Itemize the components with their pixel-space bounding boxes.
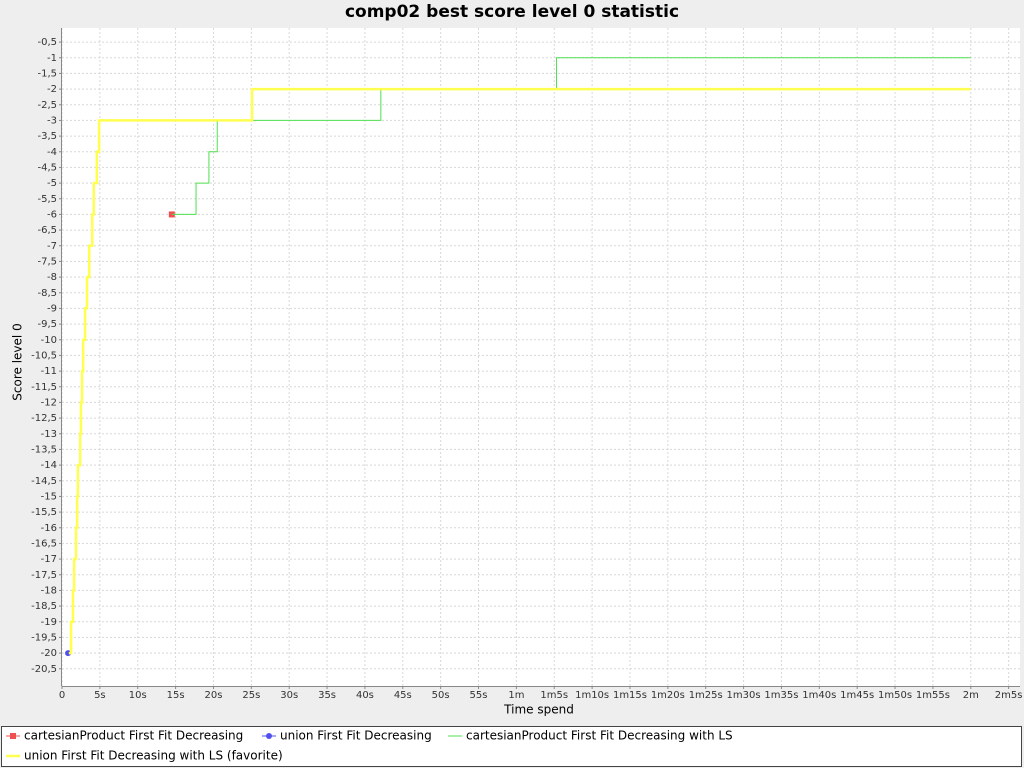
y-tick-label: -17,5 (31, 570, 57, 581)
y-tick-label: -3 (47, 115, 57, 126)
y-tick-label: -8 (47, 272, 57, 283)
x-tick-label: 1m30s (727, 690, 761, 701)
y-tick-label: -4 (47, 147, 57, 158)
y-tick-label: -1,5 (37, 68, 57, 79)
x-tick-label: 1m55s (916, 690, 950, 701)
series-line (171, 57, 971, 215)
y-tick-label: -19,5 (31, 632, 57, 643)
x-tick-label: 50s (432, 690, 450, 701)
x-tick-label: 1m (508, 690, 524, 701)
legend-label: union First Fit Decreasing with LS (favo… (24, 749, 283, 763)
legend-marker (10, 733, 16, 739)
x-tick-label: 55s (470, 690, 488, 701)
y-tick-label: -20,5 (31, 664, 57, 675)
y-tick-label: -6,5 (37, 225, 57, 236)
x-tick-label: 30s (280, 690, 298, 701)
legend-label: cartesianProduct First Fit Decreasing (24, 729, 243, 743)
x-tick-label: 15s (167, 690, 185, 701)
y-tick-label: -17 (41, 554, 57, 565)
y-axis-label: Score level 0 (11, 323, 25, 400)
x-tick-label: 1m15s (613, 690, 647, 701)
legend-label: cartesianProduct First Fit Decreasing wi… (466, 729, 733, 743)
x-tick-label: 1m50s (878, 690, 912, 701)
x-tick-label: 35s (318, 690, 336, 701)
legend-label: union First Fit Decreasing (280, 729, 432, 743)
y-tick-label: -4,5 (37, 162, 57, 173)
y-tick-label: -13,5 (31, 444, 57, 455)
y-tick-label: -16,5 (31, 538, 57, 549)
x-tick-label: 1m10s (575, 690, 609, 701)
legend (1, 726, 1022, 767)
y-tick-label: -15 (41, 491, 57, 502)
y-tick-label: -13 (41, 429, 57, 440)
x-tick-label: 40s (356, 690, 374, 701)
x-tick-label: 10s (129, 690, 147, 701)
y-tick-label: -20 (41, 648, 57, 659)
y-tick-label: -1 (47, 53, 57, 64)
y-tick-label: -19 (41, 617, 57, 628)
x-tick-label: 0 (59, 690, 65, 701)
y-tick-label: -16 (41, 523, 57, 534)
y-tick-label: -11 (41, 366, 57, 377)
y-tick-label: -15,5 (31, 507, 57, 518)
x-tick-label: 1m20s (651, 690, 685, 701)
y-tick-label: -12 (41, 397, 57, 408)
y-tick-label: -2,5 (37, 100, 57, 111)
y-tick-label: -2 (47, 84, 57, 95)
x-tick-label: 1m40s (802, 690, 836, 701)
y-tick-label: -5 (47, 178, 57, 189)
x-tick-label: 1m5s (540, 690, 568, 701)
x-tick-label: 2m (963, 690, 979, 701)
y-tick-label: -18,5 (31, 601, 57, 612)
y-tick-label: -10,5 (31, 350, 57, 361)
x-tick-label: 45s (394, 690, 412, 701)
y-tick-label: -7,5 (37, 256, 57, 267)
y-tick-label: -9 (47, 303, 57, 314)
chart-title: comp02 best score level 0 statistic (345, 2, 679, 22)
x-axis-label: Time spend (503, 703, 574, 717)
y-tick-label: -14,5 (31, 476, 57, 487)
x-tick-label: 1m35s (764, 690, 798, 701)
y-tick-label: -10 (41, 335, 57, 346)
series-line (68, 87, 971, 655)
y-tick-label: -18 (41, 585, 57, 596)
y-tick-label: -0,5 (37, 37, 57, 48)
plot-area (62, 28, 1020, 686)
y-tick-label: -8,5 (37, 288, 57, 299)
y-tick-label: -9,5 (37, 319, 57, 330)
y-tick-label: -7 (47, 241, 57, 252)
y-tick-label: -3,5 (37, 131, 57, 142)
x-tick-label: 20s (204, 690, 222, 701)
x-tick-label: 25s (242, 690, 260, 701)
y-tick-label: -12,5 (31, 413, 57, 424)
y-tick-label: -6 (47, 209, 57, 220)
legend-marker (266, 733, 272, 739)
x-tick-label: 5s (94, 690, 106, 701)
x-tick-label: 1m25s (689, 690, 723, 701)
x-tick-label: 1m45s (840, 690, 874, 701)
y-tick-label: -11,5 (31, 382, 57, 393)
y-tick-label: -14 (41, 460, 57, 471)
point (65, 650, 72, 657)
y-tick-label: -5,5 (37, 194, 57, 205)
x-tick-label: 2m5s (995, 690, 1023, 701)
